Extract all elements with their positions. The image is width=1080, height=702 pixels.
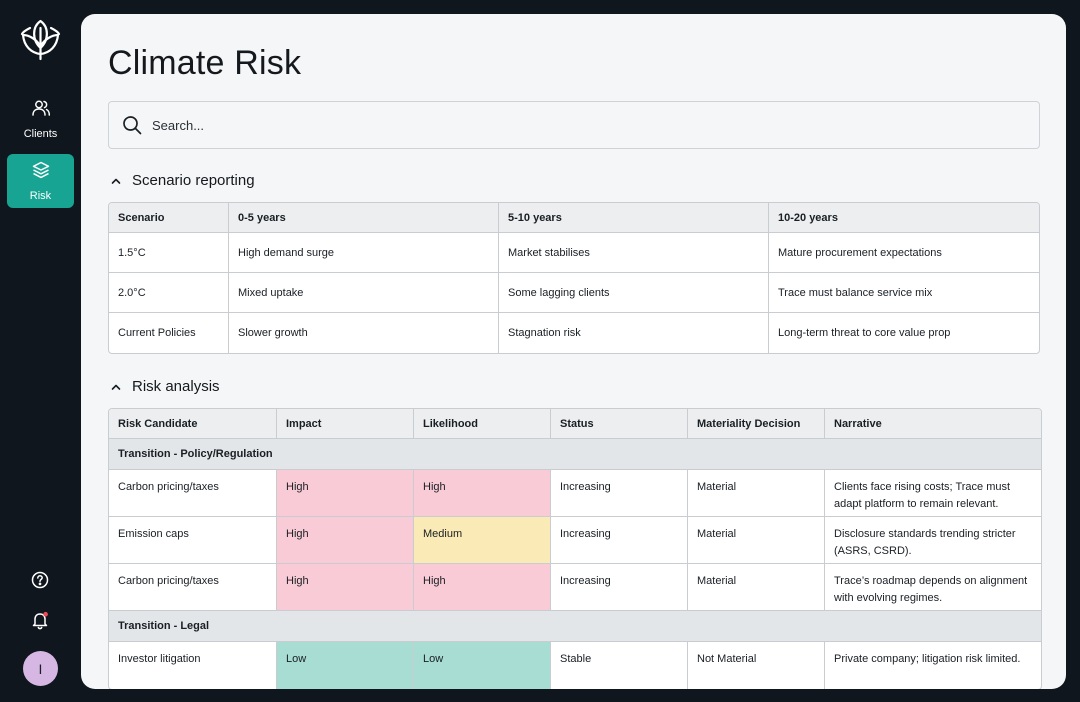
status-cell: Increasing bbox=[551, 470, 688, 517]
table-cell: Market stabilises bbox=[499, 233, 769, 273]
nav-risk-label: Risk bbox=[29, 190, 52, 202]
notifications-bell-icon[interactable] bbox=[29, 609, 51, 631]
section-title-scenario: Scenario reporting bbox=[132, 172, 255, 189]
narrative-cell: Trace’s roadmap depends on alignment wit… bbox=[825, 564, 1041, 611]
risk-candidate-cell: Investor litigation bbox=[109, 642, 277, 689]
table-cell: High demand surge bbox=[229, 233, 499, 273]
nav-clients-label: Clients bbox=[23, 128, 58, 140]
users-icon bbox=[31, 98, 51, 123]
impact-cell: High bbox=[277, 517, 414, 564]
table-cell: 2.0°C bbox=[109, 273, 229, 313]
column-header: 0-5 years bbox=[229, 203, 499, 233]
search-icon bbox=[122, 114, 144, 136]
materiality-cell: Material bbox=[688, 470, 825, 517]
impact-cell: High bbox=[277, 564, 414, 611]
page-title: Climate Risk bbox=[108, 44, 302, 82]
help-icon[interactable] bbox=[29, 569, 51, 591]
column-header: Narrative bbox=[825, 409, 1041, 439]
risk-candidate-cell: Carbon pricing/taxes bbox=[109, 564, 277, 611]
table-cell: 1.5°C bbox=[109, 233, 229, 273]
narrative-cell: Private company; litigation risk limited… bbox=[834, 653, 1021, 665]
section-toggle-scenario[interactable]: Scenario reporting bbox=[108, 172, 255, 189]
search-input[interactable] bbox=[152, 117, 1012, 133]
likelihood-cell: High bbox=[414, 564, 551, 611]
column-header: 5-10 years bbox=[499, 203, 769, 233]
table-cell: Some lagging clients bbox=[499, 273, 769, 313]
main-panel: Climate Risk Scenario reporting Scenario… bbox=[81, 14, 1066, 689]
materiality-cell: Not Material bbox=[688, 642, 825, 689]
status-cell: Increasing bbox=[551, 564, 688, 611]
column-header: Likelihood bbox=[414, 409, 551, 439]
table-header-row: Scenario 0-5 years 5-10 years 10-20 year… bbox=[109, 203, 1039, 233]
table-row: 1.5°C High demand surge Market stabilise… bbox=[109, 233, 1039, 273]
materiality-cell: Material bbox=[688, 517, 825, 564]
risk-candidate-cell: Carbon pricing/taxes bbox=[109, 470, 277, 517]
risk-candidate-cell: Emission caps bbox=[109, 517, 277, 564]
status-cell: Stable bbox=[551, 642, 688, 689]
column-header: 10-20 years bbox=[769, 203, 1039, 233]
layers-icon bbox=[31, 160, 51, 185]
table-row: Current Policies Slower growth Stagnatio… bbox=[109, 313, 1039, 353]
chevron-up-icon bbox=[108, 173, 124, 189]
group-row: Transition - Legal bbox=[109, 611, 1041, 642]
avatar[interactable]: I bbox=[23, 651, 58, 686]
table-cell: Slower growth bbox=[229, 313, 499, 353]
column-header: Scenario bbox=[109, 203, 229, 233]
column-header: Risk Candidate bbox=[109, 409, 277, 439]
nav-risk[interactable]: Risk bbox=[7, 154, 74, 208]
search-bar bbox=[108, 101, 1040, 149]
impact-cell: Low bbox=[277, 642, 414, 689]
table-row: Carbon pricing/taxes High High Increasin… bbox=[109, 470, 1041, 517]
sidebar: Clients Risk I bbox=[0, 0, 81, 702]
materiality-cell: Material bbox=[688, 564, 825, 611]
table-header-row: Risk Candidate Impact Likelihood Status … bbox=[109, 409, 1041, 439]
column-header: Status bbox=[551, 409, 688, 439]
narrative-cell: Disclosure standards trending stricter (… bbox=[825, 517, 1041, 564]
table-row: Investor litigation Low Low Stable Not M… bbox=[109, 642, 1041, 689]
status-cell: Increasing bbox=[551, 517, 688, 564]
narrative-cell: Clients face rising costs; Trace must ad… bbox=[825, 470, 1041, 517]
group-row: Transition - Policy/Regulation bbox=[109, 439, 1041, 470]
group-label: Transition - Policy/Regulation bbox=[109, 439, 1041, 470]
table-cell: Stagnation risk bbox=[499, 313, 769, 353]
scenario-table: Scenario 0-5 years 5-10 years 10-20 year… bbox=[108, 202, 1040, 354]
impact-cell: High bbox=[277, 470, 414, 517]
column-header: Materiality Decision bbox=[688, 409, 825, 439]
likelihood-cell: Low bbox=[414, 642, 551, 689]
table-cell: Current Policies bbox=[109, 313, 229, 353]
risk-table: Risk Candidate Impact Likelihood Status … bbox=[108, 408, 1042, 689]
logo-icon[interactable] bbox=[19, 18, 62, 61]
column-header: Impact bbox=[277, 409, 414, 439]
table-cell: Long-term threat to core value prop bbox=[778, 327, 951, 339]
table-cell: Mature procurement expectations bbox=[769, 233, 1039, 273]
table-row: 2.0°C Mixed uptake Some lagging clients … bbox=[109, 273, 1039, 313]
likelihood-cell: High bbox=[414, 470, 551, 517]
table-row: Emission caps High Medium Increasing Mat… bbox=[109, 517, 1041, 564]
chevron-up-icon bbox=[108, 379, 124, 395]
nav-clients[interactable]: Clients bbox=[7, 92, 74, 146]
group-label: Transition - Legal bbox=[109, 611, 1041, 642]
likelihood-cell: Medium bbox=[414, 517, 551, 564]
section-title-risk: Risk analysis bbox=[132, 378, 220, 395]
section-toggle-risk[interactable]: Risk analysis bbox=[108, 378, 220, 395]
table-row: Carbon pricing/taxes High High Increasin… bbox=[109, 564, 1041, 611]
table-cell: Trace must balance service mix bbox=[769, 273, 1039, 313]
table-cell: Mixed uptake bbox=[229, 273, 499, 313]
